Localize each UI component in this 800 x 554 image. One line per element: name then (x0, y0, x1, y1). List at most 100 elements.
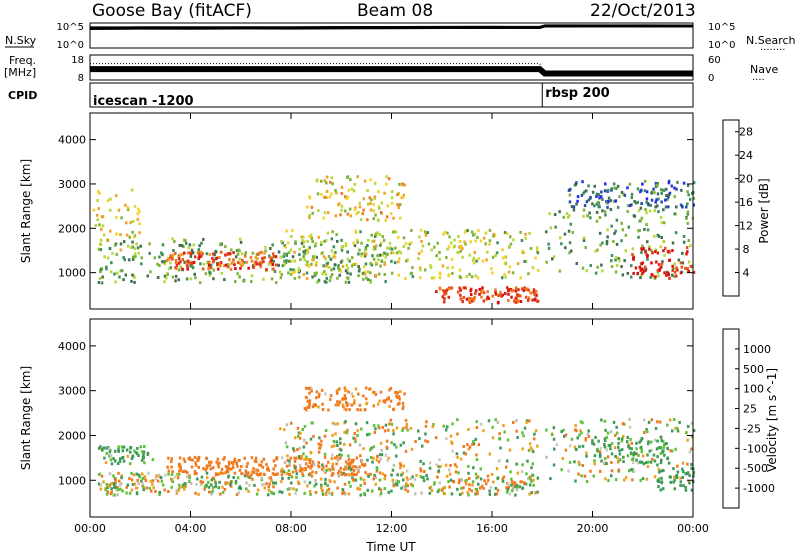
vel-echo-cell (494, 418, 497, 422)
vel-echo-cell (213, 479, 217, 483)
pow-echo-cell (604, 182, 607, 186)
pow-echo-cell (188, 243, 192, 247)
pow-echo-cell (370, 198, 373, 202)
vel-echo-cell (280, 480, 283, 484)
vel-echo-cell (285, 445, 289, 449)
vel-echo-cell (530, 448, 534, 452)
pow-echo-cell (348, 207, 352, 211)
pow-echo-cell (345, 197, 349, 201)
vel-echo-cell (314, 482, 318, 486)
vel-echo-cell (614, 433, 617, 437)
pow-echo-cell (639, 219, 642, 223)
vel-echo-cell (622, 460, 625, 464)
vel-echo-cell (260, 476, 263, 480)
pow-echo-cell (490, 267, 493, 271)
pow-echo-cell (529, 291, 532, 295)
vel-echo-cell (681, 467, 684, 471)
pow-echo-cell (189, 261, 192, 265)
vel-echo-cell (545, 428, 548, 432)
vel-echo-cell (339, 466, 342, 470)
pow-echo-cell (462, 295, 466, 299)
pow-echo-cell (621, 273, 625, 277)
pow-echo-cell (369, 208, 373, 212)
vel-echo-cell (390, 473, 393, 477)
pow-echo-cell (497, 294, 500, 298)
vel-echo-cell (366, 433, 369, 437)
vel-echo-cell (657, 485, 660, 489)
vel-echo-cell (372, 477, 375, 481)
pow-echo-cell (419, 228, 423, 232)
pow-echo-cell (108, 247, 112, 250)
pow-echo-cell (687, 239, 690, 242)
pow-echo-cell (496, 241, 499, 245)
pow-echo-cell (549, 226, 553, 230)
vel-echo-cell (468, 483, 471, 487)
pow-echo-cell (438, 276, 442, 280)
vel-echo-cell (193, 472, 197, 476)
vel-echo-cell (336, 454, 339, 458)
pow-echo-cell (517, 299, 520, 303)
vel-echo-cell (403, 392, 406, 396)
pow-echo-cell (373, 181, 377, 185)
vel-echo-cell (398, 401, 401, 405)
vel-echo-cell (518, 485, 522, 489)
pow-echo-cell (325, 280, 328, 284)
vel-echo-cell (529, 446, 533, 450)
vel-echo-cell (564, 433, 568, 437)
pow-echo-cell (601, 269, 604, 273)
pow-echo-cell (482, 299, 486, 303)
vel-echo-cell (362, 394, 365, 398)
pow-echo-cell (446, 231, 449, 235)
pow-echo-cell (675, 274, 678, 278)
pow-echo-cell (374, 261, 377, 265)
pow-echo-cell (397, 206, 400, 210)
vel-echo-cell (224, 465, 228, 469)
pow-echo-cell (631, 247, 635, 251)
pow-echo-cell (595, 219, 599, 223)
vel-echo-cell (325, 464, 328, 468)
pow-echo-cell (509, 242, 513, 246)
pow-echo-cell (174, 251, 177, 255)
vel-echo-cell (368, 387, 372, 391)
vel-echo-cell (383, 429, 387, 433)
vel-echo-cell (659, 446, 662, 450)
vel-echo-cell (465, 478, 468, 482)
vel-echo-cell (117, 471, 120, 475)
pow-echo-cell (686, 221, 689, 225)
vel-echo-cell (164, 473, 167, 477)
pow-echo-cell (473, 232, 477, 236)
vel-echo-cell (395, 454, 398, 458)
vel-echo-cell (372, 424, 376, 428)
vel-echo-cell (259, 463, 263, 467)
pow-echo-cell (675, 205, 678, 209)
vel-echo-cell (405, 469, 409, 473)
vel-echo-cell (120, 445, 124, 449)
vel-echo-cell (207, 480, 210, 484)
pow-echo-cell (356, 240, 359, 244)
vel-echo-cell (306, 405, 309, 409)
vel-echo-cell (286, 487, 290, 491)
vel-echo-cell (424, 439, 427, 443)
pow-echo-cell (470, 230, 474, 234)
vel-echo-cell (615, 425, 618, 429)
vel-echo-cell (177, 472, 181, 476)
pow-echo-cell (179, 265, 183, 269)
pow-echo-cell (308, 196, 312, 200)
pow-echo-cell (238, 237, 242, 241)
pow-echo-cell (277, 263, 280, 267)
vel-echo-cell (204, 468, 207, 472)
pow-echo-cell (425, 231, 428, 235)
vel-echo-cell (352, 436, 355, 440)
vel-echo-cell (285, 464, 289, 468)
vel-echo-cell (501, 477, 504, 481)
pow-echo-cell (503, 255, 507, 259)
vel-echo-cell (528, 492, 531, 496)
vel-echo-cell (555, 443, 559, 447)
vel-echo-cell (461, 491, 464, 495)
vel-echo-cell (505, 486, 508, 490)
pow-echo-cell (380, 241, 383, 245)
vel-echo-cell (363, 482, 366, 486)
pow-echo-cell (575, 181, 578, 185)
pow-echo-cell (328, 279, 332, 283)
power-ytick-label: 4000 (58, 134, 86, 147)
